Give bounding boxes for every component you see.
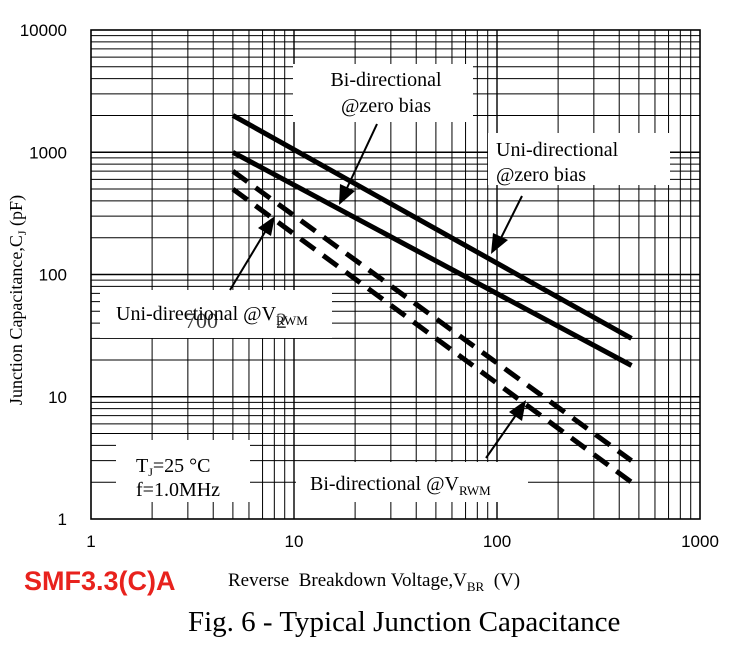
bi-vrwm-label: Bi-directional @VRWM xyxy=(310,473,491,498)
series-line-1 xyxy=(231,113,633,341)
capacitance-chart: Junction Capacitance,CJ (pF) Bi-directio… xyxy=(6,21,719,551)
uni-vrwm-callout-box xyxy=(100,290,332,338)
bi-zero-label-line1: Bi-directional xyxy=(330,69,442,91)
bi-vrwm-callout-box xyxy=(296,462,528,502)
uni-zero-label-line1: Uni-directional xyxy=(496,139,619,161)
uni-zero-callout-box xyxy=(488,133,670,185)
uni-vrwm-overlay-700: 700 xyxy=(185,308,218,333)
uni-zero-label-line2: @zero bias xyxy=(496,164,586,186)
uni-vrwm-label: Uni-directional @VRWM xyxy=(116,303,308,328)
part-number-label: SMF3.3(C)A xyxy=(24,566,176,596)
uni-vrwm-arrow xyxy=(229,216,275,291)
y-tick-label: 1000 xyxy=(29,143,67,162)
x-tick-label: 1 xyxy=(86,532,95,551)
conditions-freq: f=1.0MHz xyxy=(136,479,220,501)
figure-caption: Fig. 6 - Typical Junction Capacitance xyxy=(188,606,621,638)
x-axis-label: Reverse Breakdown Voltage,VBR (V) xyxy=(228,570,521,594)
bi-zero-label-line2: @zero bias xyxy=(341,95,431,117)
x-tick-label: 1000 xyxy=(681,532,719,551)
y-tick-label: 10 xyxy=(48,388,67,407)
series-line-2 xyxy=(231,150,633,368)
conditions-box xyxy=(116,440,250,502)
bi-zero-callout-box xyxy=(293,64,473,122)
y-tick-label: 100 xyxy=(39,266,67,285)
uni-zero-arrow xyxy=(491,195,523,254)
bi-vrwm-arrow xyxy=(485,400,526,459)
y-tick-label: 10000 xyxy=(20,21,67,40)
conditions-tj: TJ=25 °C xyxy=(136,455,211,479)
y-tick-label: 1 xyxy=(58,510,67,529)
y-axis-label: Junction Capacitance,CJ (pF) xyxy=(6,195,29,405)
series-layer xyxy=(231,113,633,485)
x-tick-label: 100 xyxy=(483,532,511,551)
bi-zero-arrow xyxy=(339,123,378,205)
x-tick-label: 10 xyxy=(285,532,304,551)
uni-vrwm-overlay-2: 2 xyxy=(276,308,287,333)
